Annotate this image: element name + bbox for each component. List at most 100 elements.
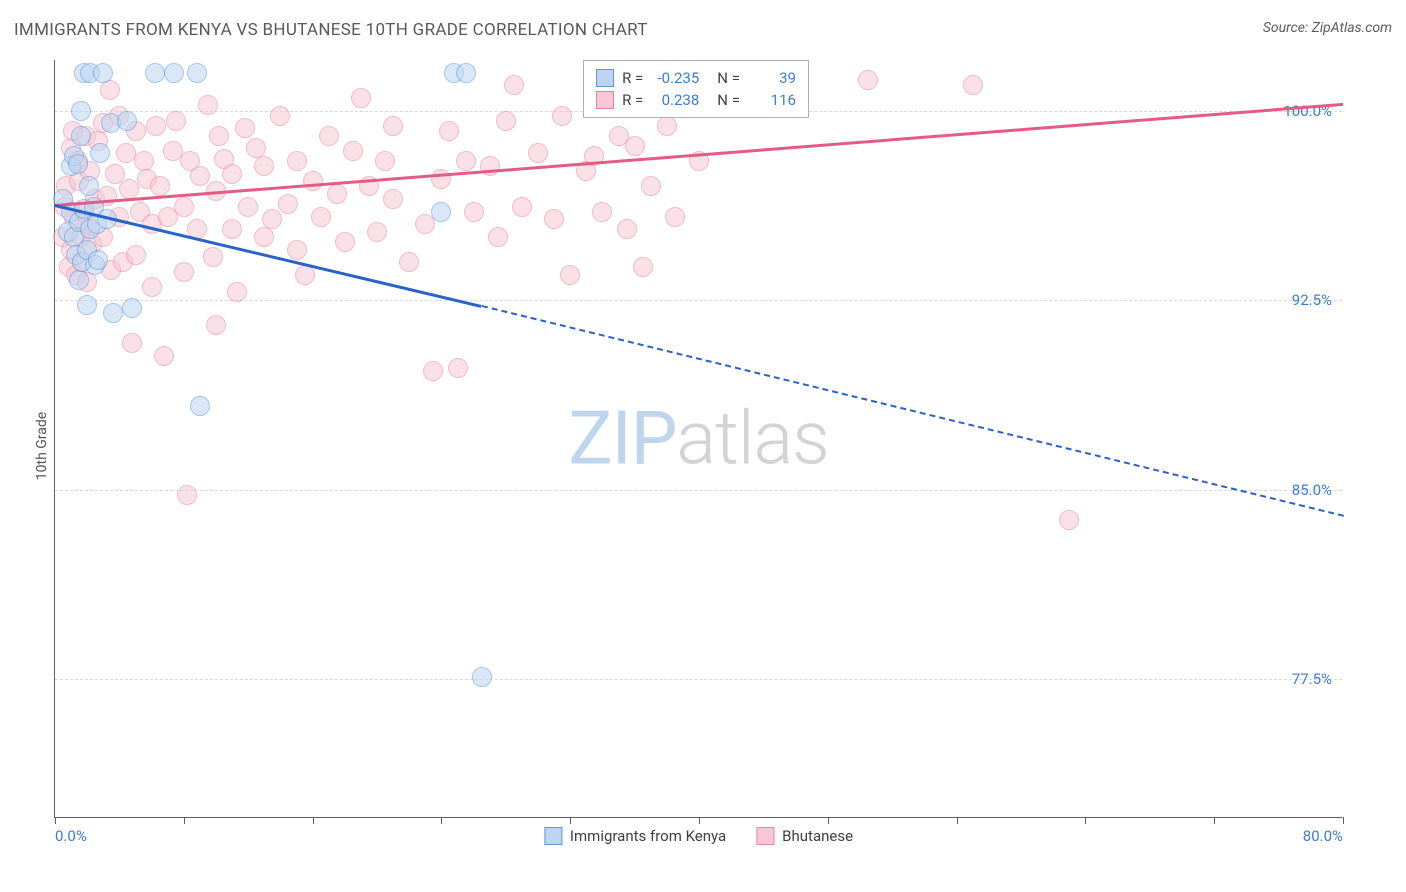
data-point-bhutanese — [633, 257, 653, 277]
trend-line — [481, 305, 1343, 517]
xtick — [699, 817, 700, 824]
xtick — [55, 817, 56, 824]
data-point-bhutanese — [641, 176, 661, 196]
data-point-bhutanese — [383, 189, 403, 209]
data-point-kenya — [71, 126, 91, 146]
series-legend-item-bhutanese: Bhutanese — [756, 827, 853, 845]
data-point-bhutanese — [560, 265, 580, 285]
data-point-bhutanese — [150, 176, 170, 196]
series-legend: Immigrants from Kenya Bhutanese — [544, 827, 853, 845]
data-point-bhutanese — [174, 262, 194, 282]
data-point-bhutanese — [100, 80, 120, 100]
watermark-b: atlas — [676, 395, 828, 482]
data-point-kenya — [77, 295, 97, 315]
data-point-bhutanese — [126, 245, 146, 265]
xtick — [828, 817, 829, 824]
data-point-bhutanese — [552, 106, 572, 126]
data-point-bhutanese — [311, 207, 331, 227]
legend-swatch — [756, 827, 774, 845]
series-name: Immigrants from Kenya — [570, 827, 726, 845]
data-point-bhutanese — [512, 197, 532, 217]
data-point-kenya — [117, 111, 137, 131]
data-point-bhutanese — [504, 75, 524, 95]
data-point-kenya — [71, 101, 91, 121]
legend-row-kenya: R =-0.235N =39 — [596, 67, 796, 89]
y-axis-label: 10th Grade — [34, 412, 50, 480]
data-point-kenya — [187, 63, 207, 83]
xtick — [184, 817, 185, 824]
legend-swatch — [596, 69, 614, 87]
data-point-kenya — [93, 63, 113, 83]
data-point-kenya — [122, 298, 142, 318]
data-point-kenya — [472, 667, 492, 687]
gridline — [55, 490, 1342, 491]
data-point-bhutanese — [963, 75, 983, 95]
xtick — [313, 817, 314, 824]
ytick-label: 85.0% — [1292, 481, 1332, 499]
watermark: ZIPatlas — [568, 395, 828, 482]
data-point-bhutanese — [262, 209, 282, 229]
legend-n-label: N = — [717, 91, 740, 109]
data-point-bhutanese — [238, 197, 258, 217]
data-point-bhutanese — [431, 169, 451, 189]
data-point-bhutanese — [1059, 510, 1079, 530]
legend-row-bhutanese: R =0.238N =116 — [596, 89, 796, 111]
data-point-bhutanese — [146, 116, 166, 136]
data-point-bhutanese — [177, 485, 197, 505]
data-point-bhutanese — [222, 164, 242, 184]
data-point-bhutanese — [625, 136, 645, 156]
data-point-kenya — [69, 270, 89, 290]
data-point-bhutanese — [592, 202, 612, 222]
legend-n-label: N = — [717, 69, 740, 87]
source-attribution: Source: ZipAtlas.com — [1263, 20, 1392, 36]
data-point-bhutanese — [227, 282, 247, 302]
data-point-bhutanese — [174, 197, 194, 217]
data-point-bhutanese — [464, 202, 484, 222]
data-point-bhutanese — [209, 126, 229, 146]
data-point-bhutanese — [544, 209, 564, 229]
xaxis-label: 0.0% — [55, 827, 87, 845]
data-point-bhutanese — [278, 194, 298, 214]
legend-r-label: R = — [622, 69, 643, 87]
xtick — [957, 817, 958, 824]
data-point-bhutanese — [335, 232, 355, 252]
data-point-bhutanese — [439, 121, 459, 141]
data-point-bhutanese — [448, 358, 468, 378]
data-point-bhutanese — [270, 106, 290, 126]
chart-container: IMMIGRANTS FROM KENYA VS BHUTANESE 10TH … — [0, 0, 1406, 892]
legend-swatch — [596, 91, 614, 109]
chart-header: IMMIGRANTS FROM KENYA VS BHUTANESE 10TH … — [14, 20, 1392, 40]
chart-title: IMMIGRANTS FROM KENYA VS BHUTANESE 10TH … — [14, 20, 648, 40]
data-point-bhutanese — [383, 116, 403, 136]
gridline — [55, 300, 1342, 301]
data-point-kenya — [456, 63, 476, 83]
data-point-bhutanese — [254, 156, 274, 176]
data-point-bhutanese — [399, 252, 419, 272]
xtick — [1085, 817, 1086, 824]
xaxis-label: 80.0% — [1303, 827, 1343, 845]
ytick-label: 77.5% — [1292, 670, 1332, 688]
data-point-kenya — [79, 176, 99, 196]
data-point-bhutanese — [367, 222, 387, 242]
correlation-legend: R =-0.235N =39R =0.238N =116 — [583, 60, 809, 118]
data-point-bhutanese — [327, 184, 347, 204]
data-point-kenya — [103, 303, 123, 323]
data-point-bhutanese — [287, 151, 307, 171]
legend-r-label: R = — [622, 91, 643, 109]
data-point-bhutanese — [528, 143, 548, 163]
xtick — [441, 817, 442, 824]
data-point-bhutanese — [287, 240, 307, 260]
data-point-kenya — [164, 63, 184, 83]
data-point-bhutanese — [119, 179, 139, 199]
data-point-bhutanese — [142, 277, 162, 297]
data-point-kenya — [145, 63, 165, 83]
legend-r-value: 0.238 — [651, 91, 699, 109]
legend-r-value: -0.235 — [651, 69, 699, 87]
series-name: Bhutanese — [782, 827, 853, 845]
data-point-kenya — [431, 202, 451, 222]
data-point-bhutanese — [665, 207, 685, 227]
data-point-kenya — [90, 143, 110, 163]
xtick — [570, 817, 571, 824]
data-point-bhutanese — [488, 227, 508, 247]
series-legend-item-kenya: Immigrants from Kenya — [544, 827, 726, 845]
